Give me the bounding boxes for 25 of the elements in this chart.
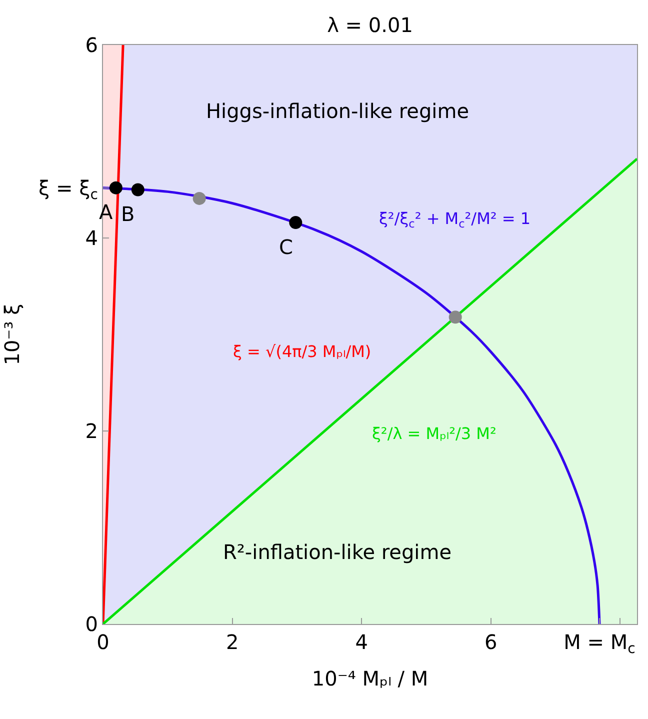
annotation: B bbox=[121, 202, 135, 226]
y-tick-label: 4 bbox=[85, 226, 98, 250]
chart-title: λ = 0.01 bbox=[327, 12, 413, 37]
x-tick-label: 6 bbox=[484, 630, 498, 654]
text: ξ = √(4π/3 Mₚₗ/M) bbox=[233, 342, 372, 361]
y-tick-label: ξ = ξ$_{c}$ bbox=[38, 176, 98, 204]
point bbox=[131, 183, 144, 196]
y-tick-label: 6 bbox=[85, 33, 98, 57]
annotation: C bbox=[279, 235, 293, 259]
x-axis-title: 10⁻⁴ Mₚₗ / M bbox=[312, 666, 428, 691]
series-label: ξ²/ξ$_{c}$² + M$_{c}$²/M² = 1 bbox=[379, 209, 531, 230]
annotation: A bbox=[99, 200, 113, 224]
x-tick-label: 4 bbox=[355, 630, 368, 654]
point bbox=[448, 310, 462, 324]
y-tick-label: 0 bbox=[85, 612, 98, 636]
x-tick-label: M = M$_{c}$ bbox=[564, 630, 636, 658]
series-label: ξ²/λ = Mₚₗ²/3 M² bbox=[372, 424, 496, 443]
point bbox=[289, 216, 302, 230]
point bbox=[109, 181, 122, 194]
x-tick-label: 2 bbox=[226, 630, 239, 654]
annotation: R²-inflation-like regime bbox=[223, 540, 452, 564]
annotation: Higgs-inflation-like regime bbox=[206, 99, 470, 123]
y-tick-label: 2 bbox=[85, 419, 98, 443]
y-axis-title: 10⁻³ ξ bbox=[0, 304, 24, 366]
point bbox=[192, 192, 206, 205]
